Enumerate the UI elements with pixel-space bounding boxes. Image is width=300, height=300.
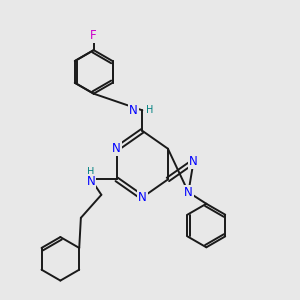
Text: N: N [138,191,147,204]
Text: N: N [112,142,121,155]
Text: N: N [87,175,95,188]
Text: N: N [184,186,193,199]
Text: F: F [90,29,97,42]
Text: H: H [146,105,153,115]
Text: H: H [87,167,95,177]
Text: N: N [129,104,138,117]
Text: N: N [189,155,198,168]
